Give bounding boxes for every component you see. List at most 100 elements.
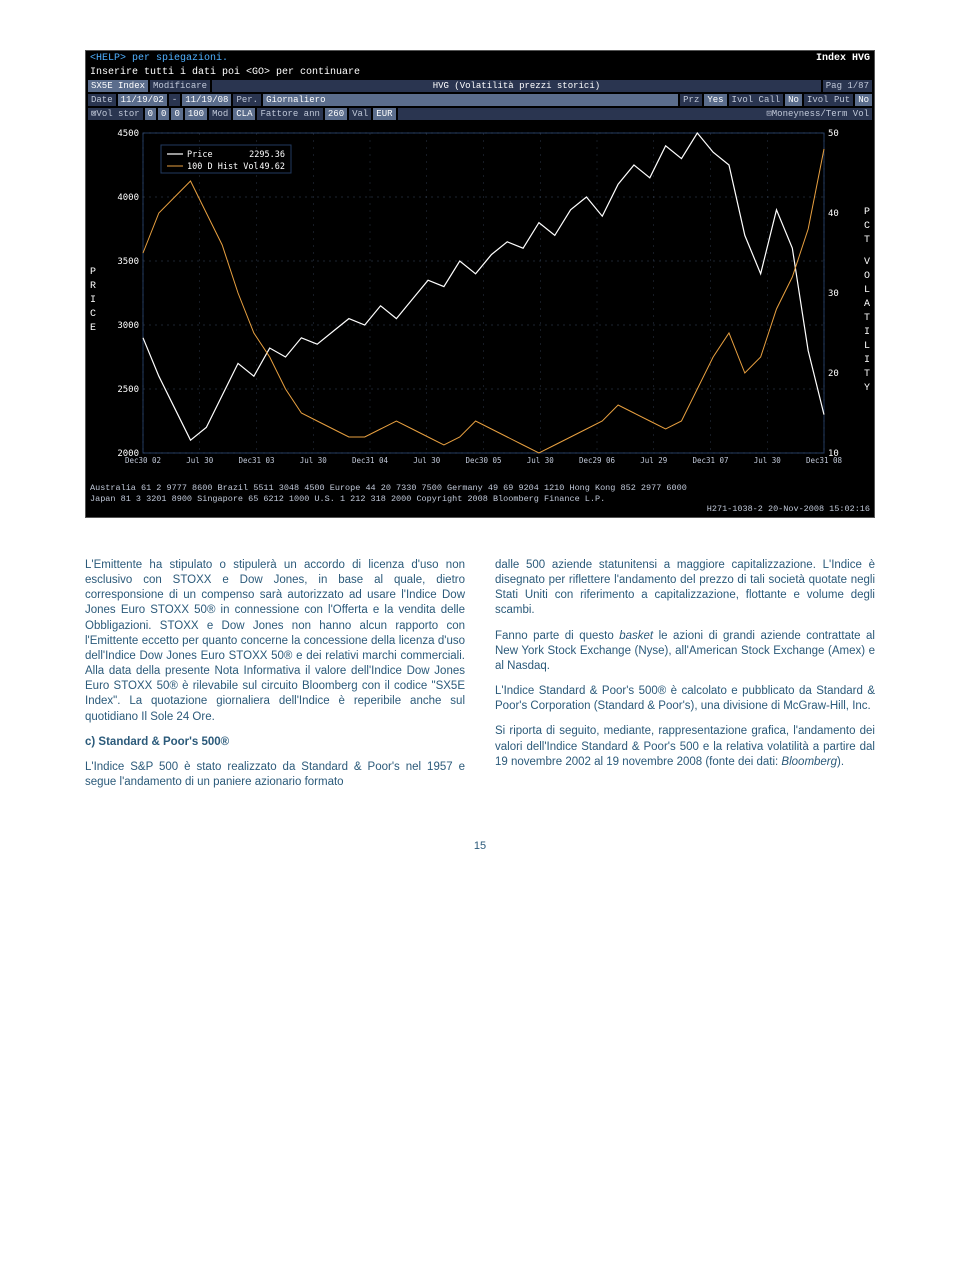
left-column: L'Emittente ha stipulato o stipulerà un … (85, 558, 465, 800)
italic-bloomberg: Bloomberg (781, 756, 837, 768)
terminal-footer: Australia 61 2 9777 8600 Brazil 5511 304… (86, 481, 874, 517)
left-para-1: L'Emittente ha stipulato o stipulerà un … (85, 558, 465, 725)
svg-text:Jul 30: Jul 30 (413, 456, 441, 465)
right-para-4: Si riporta di seguito, mediante, rappres… (495, 724, 875, 770)
mod-label: Mod (209, 108, 231, 120)
right-axis-char: L (864, 284, 870, 298)
volstor-v4: 100 (185, 108, 207, 120)
svg-text:100 D Hist Vol: 100 D Hist Vol (187, 162, 259, 172)
date-from: 11/19/02 (118, 94, 167, 106)
right-axis-label: P C T V O L A T I L I T Y (864, 206, 870, 396)
mod-value: CLA (233, 108, 255, 120)
right-axis-char: P (864, 206, 870, 220)
svg-text:Jul 30: Jul 30 (186, 456, 214, 465)
fattore-value: 260 (325, 108, 347, 120)
right-para-2: Fanno parte di questo basket le azioni d… (495, 629, 875, 675)
prz-label: Prz (680, 94, 702, 106)
date-to: 11/19/08 (182, 94, 231, 106)
svg-text:Dec29 06: Dec29 06 (579, 456, 616, 465)
right-axis-char: T (864, 312, 870, 326)
right-axis-char: T (864, 368, 870, 382)
footer-line-2: Japan 81 3 3201 8900 Singapore 65 6212 1… (90, 494, 870, 505)
toolbar-row-2: Date 11/19/02 - 11/19/08 Per. Giornalier… (86, 93, 874, 107)
right-axis-char: I (864, 354, 870, 368)
fattore-label: Fattore ann (257, 108, 322, 120)
val-label: Val (349, 108, 371, 120)
right-axis-char: I (864, 326, 870, 340)
prz-value: Yes (704, 94, 726, 106)
svg-text:Dec30 05: Dec30 05 (465, 456, 501, 465)
right-axis-char: Y (864, 382, 870, 396)
ivolput-label: Ivol Put (804, 94, 853, 106)
svg-text:Jul 30: Jul 30 (300, 456, 328, 465)
left-axis-char: P (90, 266, 96, 280)
volstor-v3: 0 (171, 108, 182, 120)
left-axis-char: R (90, 280, 96, 294)
svg-text:49.62: 49.62 (259, 162, 285, 172)
terminal-top-bar: <HELP> per spiegazioni. Index HVG (86, 51, 874, 66)
svg-text:30: 30 (828, 289, 839, 299)
chart-title: HVG (Volatilità prezzi storici) (212, 80, 821, 92)
left-para-2: L'Indice S&P 500 è stato realizzato da S… (85, 760, 465, 790)
volstor-label: ⊠Vol stor (88, 108, 143, 120)
per-label: Per. (233, 94, 261, 106)
svg-text:50: 50 (828, 129, 839, 139)
val-value: EUR (373, 108, 395, 120)
date-dash: - (169, 94, 180, 106)
left-heading: c) Standard & Poor's 500® (85, 735, 465, 750)
brand-text: Index HVG (816, 53, 870, 64)
svg-text:20: 20 (828, 369, 839, 379)
axis-gap (864, 248, 870, 256)
ivolcall-label: Ivol Call (729, 94, 784, 106)
svg-text:2295.36: 2295.36 (249, 150, 285, 160)
date-label: Date (88, 94, 116, 106)
page-number: 15 (85, 840, 875, 852)
toolbar-row-1: SX5E Index Modificare HVG (Volatilità pr… (86, 79, 874, 93)
ivolcall-value: No (785, 94, 802, 106)
left-axis-label: P R I C E (90, 266, 96, 336)
per-value: Giornaliero (263, 94, 678, 106)
svg-text:Jul 30: Jul 30 (754, 456, 782, 465)
svg-text:4000: 4000 (117, 193, 139, 203)
moneyness-label: ⊡Moneyness/Term Vol (398, 108, 873, 120)
heading-bold: c) Standard & Poor's 500® (85, 736, 229, 748)
svg-text:3000: 3000 (117, 321, 139, 331)
footer-line-1: Australia 61 2 9777 8600 Brazil 5511 304… (90, 483, 870, 494)
text-span: Fanno parte di questo (495, 630, 619, 642)
toolbar-row-3: ⊠Vol stor 0 0 0 100 Mod CLA Fattore ann … (86, 107, 874, 121)
svg-text:Price: Price (187, 150, 213, 160)
svg-text:Dec31 08: Dec31 08 (806, 456, 843, 465)
ivolput-value: No (855, 94, 872, 106)
right-axis-char: T (864, 234, 870, 248)
bloomberg-terminal: <HELP> per spiegazioni. Index HVG Inseri… (85, 50, 875, 518)
text-span: ). (837, 756, 844, 768)
right-axis-char: C (864, 220, 870, 234)
chart-svg: 2000250030003500400045001020304050Dec30 … (88, 123, 874, 479)
help-text: <HELP> per spiegazioni. (90, 53, 228, 64)
svg-text:2500: 2500 (117, 385, 139, 395)
ticker-field: SX5E Index (88, 80, 148, 92)
svg-text:Dec31 04: Dec31 04 (352, 456, 389, 465)
svg-text:Jul 30: Jul 30 (527, 456, 555, 465)
volstor-v1: 0 (145, 108, 156, 120)
terminal-instruction: Inserire tutti i dati poi <GO> per conti… (86, 66, 874, 79)
svg-text:Dec31 07: Dec31 07 (692, 456, 728, 465)
svg-text:40: 40 (828, 209, 839, 219)
modify-label: Modificare (150, 80, 210, 92)
right-axis-char: A (864, 298, 870, 312)
right-para-1: dalle 500 aziende statunitensi a maggior… (495, 558, 875, 619)
right-column: dalle 500 aziende statunitensi a maggior… (495, 558, 875, 800)
svg-text:Dec30 02: Dec30 02 (125, 456, 161, 465)
text-columns: L'Emittente ha stipulato o stipulerà un … (85, 558, 875, 800)
left-axis-char: C (90, 308, 96, 322)
svg-text:Dec31 03: Dec31 03 (238, 456, 274, 465)
text-span: L'Indice Standard & Poor's 500® è calcol… (495, 685, 875, 712)
right-axis-char: V (864, 256, 870, 270)
volstor-v2: 0 (158, 108, 169, 120)
chart-area: P R I C E P C T V O L A T I L I T Y 2000… (86, 121, 874, 481)
right-axis-char: L (864, 340, 870, 354)
right-para-3: L'Indice Standard & Poor's 500® è calcol… (495, 684, 875, 714)
italic-basket: basket (619, 630, 653, 642)
svg-text:4500: 4500 (117, 129, 139, 139)
page-indicator: Pag 1/87 (823, 80, 872, 92)
